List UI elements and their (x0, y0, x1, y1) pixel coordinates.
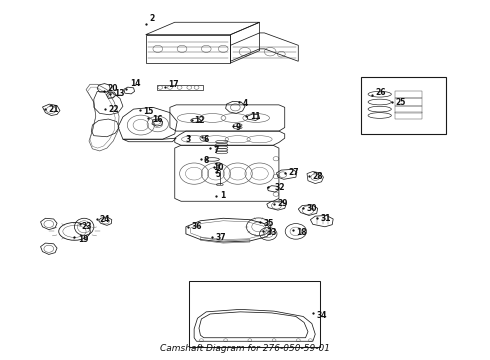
Text: 11: 11 (250, 112, 260, 121)
Text: 21: 21 (49, 105, 59, 114)
Bar (189, 281, 320, 347)
Bar (395, 99, 422, 105)
Text: 18: 18 (296, 228, 306, 237)
Text: 16: 16 (152, 114, 163, 123)
Text: 31: 31 (320, 214, 331, 223)
Text: 2: 2 (149, 14, 154, 23)
Text: 33: 33 (267, 228, 277, 237)
Text: 14: 14 (130, 79, 140, 88)
Text: 4: 4 (243, 99, 248, 108)
Text: 26: 26 (376, 87, 386, 96)
Text: 37: 37 (216, 233, 226, 242)
Bar (157, 85, 203, 90)
Bar (395, 112, 422, 119)
Text: 36: 36 (192, 222, 202, 231)
Text: 5: 5 (216, 170, 221, 179)
Text: 27: 27 (289, 168, 299, 177)
Text: 1: 1 (220, 192, 225, 201)
Text: 15: 15 (143, 107, 154, 116)
Text: 7: 7 (214, 147, 219, 156)
Text: 32: 32 (274, 183, 285, 192)
Text: 3: 3 (186, 135, 191, 144)
Text: 30: 30 (307, 204, 318, 213)
Text: 19: 19 (78, 235, 88, 244)
Text: 10: 10 (214, 163, 224, 172)
Text: Camshaft Diagram for 276-050-59-01: Camshaft Diagram for 276-050-59-01 (160, 344, 330, 353)
Text: 9: 9 (235, 123, 241, 132)
Bar (395, 105, 422, 113)
Text: 6: 6 (204, 135, 209, 144)
Text: 35: 35 (264, 219, 274, 228)
Text: 29: 29 (277, 198, 288, 207)
Bar (361, 77, 446, 134)
Bar (395, 91, 422, 98)
Text: 34: 34 (317, 311, 327, 320)
Text: 24: 24 (99, 215, 110, 224)
Text: 13: 13 (114, 89, 124, 98)
Text: 8: 8 (204, 156, 209, 165)
Text: 28: 28 (313, 172, 323, 181)
Text: 17: 17 (169, 80, 179, 89)
Text: 23: 23 (81, 222, 92, 231)
Text: 12: 12 (194, 116, 205, 125)
Text: 25: 25 (395, 98, 406, 107)
Text: 20: 20 (107, 84, 118, 93)
Text: 22: 22 (108, 105, 119, 114)
